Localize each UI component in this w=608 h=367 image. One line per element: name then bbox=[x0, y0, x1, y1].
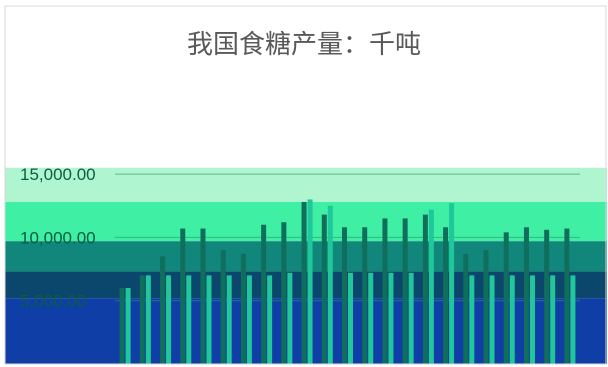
bar-s0-19 bbox=[503, 232, 509, 364]
bar-s1-18 bbox=[489, 275, 495, 364]
bar-s0-5 bbox=[220, 250, 226, 364]
bar-s1-2 bbox=[166, 275, 172, 364]
bar-s1-19 bbox=[509, 275, 515, 364]
bar-s0-14 bbox=[402, 218, 408, 364]
bar-s1-12 bbox=[368, 272, 374, 364]
bar-s1-8 bbox=[287, 272, 293, 364]
bar-s1-16 bbox=[449, 203, 455, 364]
bar-s0-10 bbox=[321, 214, 327, 364]
bar-s0-18 bbox=[483, 250, 489, 364]
bar-s0-15 bbox=[422, 214, 428, 364]
y-tick-label: 10,000.00 bbox=[20, 228, 96, 247]
bar-s1-20 bbox=[529, 275, 535, 364]
bar-s0-21 bbox=[544, 229, 550, 364]
bar-s1-6 bbox=[246, 275, 252, 364]
bar-s0-22 bbox=[564, 228, 570, 364]
band-0 bbox=[5, 167, 607, 202]
bar-s1-5 bbox=[226, 275, 232, 364]
bar-s1-7 bbox=[267, 275, 273, 364]
bar-s0-7 bbox=[261, 224, 267, 364]
bar-s0-6 bbox=[240, 253, 246, 364]
y-tick-label: 15,000.00 bbox=[20, 165, 96, 184]
bar-s1-11 bbox=[348, 272, 353, 364]
bar-s0-17 bbox=[463, 253, 469, 364]
bar-s0-11 bbox=[342, 227, 347, 364]
bar-s1-21 bbox=[550, 275, 556, 364]
bar-s1-3 bbox=[186, 275, 192, 364]
bar-s0-9 bbox=[301, 201, 307, 364]
bar-s0-8 bbox=[281, 222, 287, 364]
bar-s0-20 bbox=[523, 227, 529, 364]
bar-s1-1 bbox=[145, 275, 151, 364]
chart-border bbox=[4, 5, 607, 365]
bar-s1-9 bbox=[307, 199, 313, 364]
bar-s0-3 bbox=[180, 228, 186, 364]
bar-s1-15 bbox=[428, 209, 434, 364]
bar-s0-16 bbox=[443, 227, 449, 364]
bar-s0-4 bbox=[200, 228, 206, 364]
bar-s1-22 bbox=[570, 275, 576, 364]
bar-s1-13 bbox=[388, 272, 394, 364]
bar-s0-1 bbox=[139, 275, 145, 364]
bar-s1-4 bbox=[206, 275, 212, 364]
bar-s1-14 bbox=[408, 272, 414, 364]
bar-s0-2 bbox=[160, 256, 166, 364]
bar-s0-12 bbox=[362, 227, 368, 364]
bar-s0-13 bbox=[382, 218, 388, 364]
bar-s1-17 bbox=[469, 275, 475, 364]
y-tick-label: 5,000.00 bbox=[20, 292, 86, 311]
bar-s1-10 bbox=[327, 205, 333, 364]
chart-title: 我国食糖产量：千吨 bbox=[186, 30, 421, 60]
bar-s1-0 bbox=[125, 288, 131, 364]
bar-s0-0 bbox=[119, 288, 125, 364]
